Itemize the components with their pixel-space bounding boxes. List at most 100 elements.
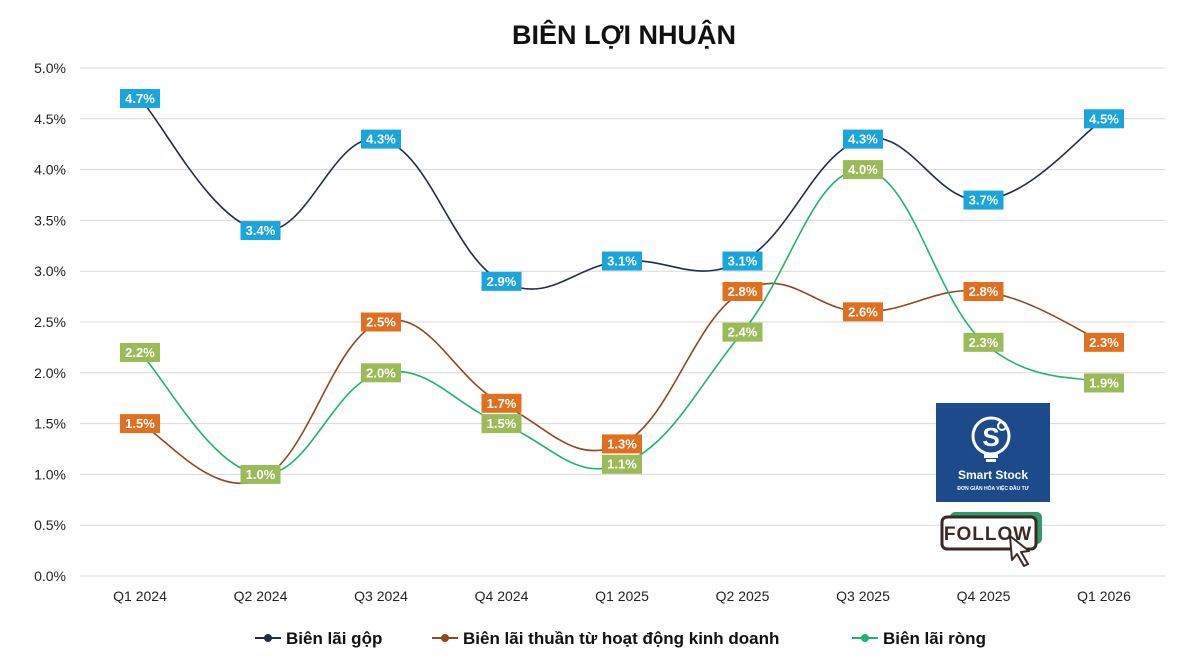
data-label-box — [602, 434, 642, 454]
data-label-box — [120, 88, 160, 108]
data-label: 1.5% — [120, 414, 160, 434]
y-tick-label: 0.0% — [34, 568, 66, 584]
data-label-text: 2.4% — [728, 325, 758, 340]
data-label: 4.3% — [843, 129, 883, 149]
data-label-box — [240, 221, 281, 241]
data-label-text: 2.9% — [487, 274, 517, 289]
logo-brand-name: Smart Stock — [958, 468, 1028, 482]
x-tick-label: Q1 2025 — [595, 588, 649, 604]
data-label-text: 4.7% — [125, 91, 155, 106]
y-tick-label: 2.0% — [34, 365, 66, 381]
data-label: 3.7% — [963, 190, 1004, 210]
x-tick-label: Q1 2024 — [113, 588, 167, 604]
y-tick-label: 1.0% — [34, 466, 66, 482]
x-tick-label: Q1 2026 — [1077, 588, 1131, 604]
data-label: 1.7% — [481, 393, 522, 413]
data-label-box — [963, 190, 1004, 210]
chart-title: BIÊN LỢI NHUẬN — [512, 19, 736, 50]
data-label: 1.0% — [240, 464, 281, 484]
data-label-text: 2.5% — [366, 315, 396, 330]
data-label: 1.5% — [481, 414, 522, 434]
lightbulb-s-icon: S — [971, 416, 1011, 462]
data-label-box — [481, 393, 522, 413]
legend-label: Biên lãi thuần từ hoạt động kinh doanh — [463, 629, 779, 648]
y-tick-label: 2.5% — [34, 314, 66, 330]
y-tick-label: 3.0% — [34, 263, 66, 279]
data-label-box — [240, 464, 281, 484]
data-label-box — [1084, 109, 1124, 129]
data-label: 2.9% — [481, 271, 522, 291]
data-label: 2.5% — [361, 312, 401, 332]
y-tick-label: 1.5% — [34, 416, 66, 432]
data-label: 4.0% — [843, 160, 883, 180]
data-label-text: 2.0% — [366, 365, 396, 380]
x-tick-label: Q2 2024 — [234, 588, 288, 604]
data-label-text: 4.3% — [366, 132, 396, 147]
data-label-box — [843, 160, 883, 180]
data-label-box — [481, 271, 522, 291]
x-tick-label: Q3 2025 — [836, 588, 890, 604]
data-label: 1.9% — [1084, 373, 1124, 393]
data-label: 4.3% — [361, 129, 401, 149]
data-label-box — [843, 302, 883, 322]
data-label: 4.5% — [1084, 109, 1124, 129]
data-label-box — [1084, 332, 1124, 352]
data-label-box — [722, 251, 763, 271]
data-label-text: 2.2% — [125, 345, 155, 360]
data-label-box — [843, 129, 883, 149]
y-tick-label: 4.5% — [34, 111, 66, 127]
legend: Biên lãi gộp Biên lãi thuần từ hoạt động … — [255, 629, 986, 648]
data-label-box — [963, 282, 1004, 302]
data-label-box — [1084, 373, 1124, 393]
data-label: 3.1% — [602, 251, 642, 271]
logo-tagline: ĐƠN GIẢN HÓA VIỆC ĐẦU TƯ — [957, 484, 1029, 492]
data-label-text: 3.1% — [728, 254, 758, 269]
data-label-box — [361, 129, 401, 149]
data-label-text: 3.4% — [246, 223, 276, 238]
data-label: 1.3% — [602, 434, 642, 454]
data-label: 3.1% — [722, 251, 763, 271]
data-label-text: 1.5% — [125, 416, 155, 431]
data-label: 2.3% — [1084, 332, 1124, 352]
x-tick-label: Q3 2024 — [354, 588, 408, 604]
data-label-text: 2.3% — [1089, 335, 1119, 350]
data-label-box — [722, 322, 763, 342]
data-label-text: 4.0% — [848, 162, 878, 177]
x-tick-label: Q4 2024 — [475, 588, 529, 604]
data-label: 2.8% — [722, 282, 763, 302]
follow-badge[interactable]: FOLLOW — [940, 512, 1042, 567]
y-axis: 0.0% 0.5% 1.0% 1.5% 2.0% 2.5% 3.0% 3.5% 4.0% 4.5%… — [34, 60, 66, 584]
data-label-box — [361, 312, 401, 332]
cursor-pointer-icon — [1009, 535, 1030, 567]
data-labels: 4.7% 3.4% 4.3% 2.9% 3.1% 3.1% 4.3% 3.7% 4.5% 1.5%… — [120, 88, 1124, 484]
data-label-text: 2.6% — [848, 304, 878, 319]
legend-swatch-marker — [861, 634, 869, 642]
data-label: 2.8% — [963, 282, 1004, 302]
legend-swatch-marker — [264, 634, 272, 642]
data-label-text: 1.3% — [607, 436, 637, 451]
y-tick-label: 5.0% — [34, 60, 66, 76]
data-label: 4.7% — [120, 88, 160, 108]
legend-item-2: Biên lãi ròng — [852, 629, 986, 648]
data-label-text: 2.8% — [969, 284, 999, 299]
legend-label: Biên lãi ròng — [883, 629, 986, 648]
data-label-text: 3.1% — [607, 254, 637, 269]
data-label-text: 1.9% — [1089, 375, 1119, 390]
data-label: 2.4% — [722, 322, 763, 342]
data-label-box — [481, 414, 522, 434]
x-tick-label: Q2 2025 — [716, 588, 770, 604]
data-label-text: 2.8% — [728, 284, 758, 299]
data-label-box — [963, 332, 1004, 352]
legend-label: Biên lãi gộp — [286, 629, 382, 648]
data-label-text: 4.5% — [1089, 111, 1119, 126]
x-axis: Q1 2024 Q2 2024 Q3 2024 Q4 2024 Q1 2025 Q2 20… — [113, 588, 1131, 604]
y-tick-label: 3.5% — [34, 212, 66, 228]
data-label: 1.1% — [602, 454, 642, 474]
data-label: 3.4% — [240, 221, 281, 241]
data-label-box — [602, 251, 642, 271]
data-label-box — [602, 454, 642, 474]
data-label-box — [361, 363, 401, 383]
data-label-text: 1.0% — [246, 467, 276, 482]
